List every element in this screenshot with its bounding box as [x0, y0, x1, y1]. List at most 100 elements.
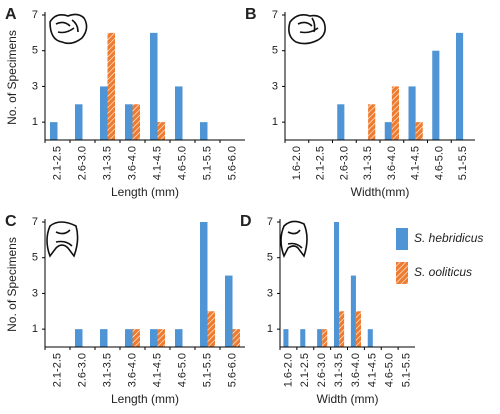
bar: [337, 104, 345, 140]
y-tick-label: 3: [32, 80, 38, 92]
bar: [415, 122, 423, 140]
x-tick-label: 4.1-4.5: [410, 146, 422, 180]
x-tick-label: 3.1-3.5: [362, 146, 374, 180]
bar: [200, 122, 208, 140]
bar: [100, 86, 108, 140]
bar: [367, 329, 373, 347]
panel-label: D: [240, 213, 252, 230]
bar: [283, 329, 289, 347]
x-tick-label: 1.6-2.0: [291, 146, 303, 180]
x-tick-label: 3.1-3.5: [101, 146, 113, 180]
bar: [339, 311, 345, 347]
bar: [75, 104, 83, 140]
y-tick-label: 7: [32, 216, 38, 228]
bar: [175, 329, 183, 347]
x-axis-title: Length (mm): [111, 185, 179, 199]
y-tick-label: 3: [267, 287, 273, 299]
x-tick-label: 2.1-2.5: [51, 353, 63, 387]
x-axis-title: Width(mm): [351, 185, 410, 199]
bar: [50, 122, 58, 140]
y-tick-label: 3: [272, 80, 278, 92]
bar: [334, 222, 340, 347]
x-tick-label: 2.1-2.5: [315, 146, 327, 180]
bar: [232, 329, 240, 347]
x-tick-label: 5.6-6.0: [226, 353, 238, 387]
tooth-icons: [46, 13, 326, 258]
x-tick-label: 3.6-4.0: [350, 353, 362, 387]
bar: [150, 32, 158, 140]
x-tick-label: 3.6-4.0: [126, 353, 138, 387]
panel-label: C: [5, 213, 17, 230]
y-tick-label: 1: [32, 116, 38, 128]
bar: [125, 329, 133, 347]
bar: [75, 329, 83, 347]
bar: [157, 329, 165, 347]
bar: [132, 329, 140, 347]
y-tick-label: 7: [32, 9, 38, 21]
legend-label: S. hebridicus: [414, 231, 483, 245]
x-tick-label: 5.1-5.5: [400, 353, 412, 387]
x-tick-label: 4.6-5.0: [176, 353, 188, 387]
x-tick-label: 3.1-3.5: [333, 353, 345, 387]
y-tick-label: 5: [32, 45, 38, 57]
x-tick-label: 4.1-4.5: [151, 353, 163, 387]
x-tick-label: 2.1-2.5: [299, 353, 311, 387]
x-tick-label: 4.6-5.0: [176, 146, 188, 180]
y-tick-label: 1: [267, 323, 273, 335]
bar: [125, 104, 133, 140]
x-tick-label: 4.6-5.0: [384, 353, 396, 387]
bar: [355, 311, 361, 347]
y-tick-label: 5: [32, 252, 38, 264]
x-tick-label: 2.6-3.0: [338, 146, 350, 180]
x-tick-label: 2.6-3.0: [76, 353, 88, 387]
y-tick-label: 7: [272, 9, 278, 21]
legend-swatch: [396, 228, 408, 250]
bar: [317, 329, 323, 347]
y-axis-title: No. of Specimens: [5, 237, 19, 332]
bar: [322, 329, 328, 347]
bar: [200, 222, 208, 347]
x-tick-label: 5.6-6.0: [226, 146, 238, 180]
bar: [132, 104, 140, 140]
panel-label: B: [245, 6, 257, 23]
y-tick-label: 5: [267, 252, 273, 264]
x-tick-label: 3.6-4.0: [386, 146, 398, 180]
bar: [175, 86, 183, 140]
x-tick-label: 5.1-5.5: [201, 146, 213, 180]
legend-swatch: [396, 262, 408, 284]
x-tick-label: 3.1-3.5: [101, 353, 113, 387]
bar: [107, 32, 115, 140]
bar: [368, 104, 376, 140]
bar: [157, 122, 165, 140]
bar: [300, 329, 306, 347]
y-tick-label: 7: [267, 216, 273, 228]
x-tick-label: 4.6-5.0: [433, 146, 445, 180]
x-tick-label: 3.6-4.0: [126, 146, 138, 180]
x-tick-label: 1.6-2.0: [282, 353, 294, 387]
bar: [391, 86, 399, 140]
bar: [207, 311, 215, 347]
bar: [408, 86, 416, 140]
bar: [150, 329, 158, 347]
x-tick-label: 5.1-5.5: [457, 146, 469, 180]
bar: [100, 329, 108, 347]
y-axis-title: No. of Specimens: [5, 30, 19, 125]
x-tick-label: 4.1-4.5: [151, 146, 163, 180]
bar: [456, 32, 464, 140]
panel-label: A: [5, 6, 17, 23]
x-axis-title: Length (mm): [111, 392, 179, 406]
x-tick-label: 2.6-3.0: [316, 353, 328, 387]
y-tick-label: 5: [272, 45, 278, 57]
bar: [350, 275, 356, 347]
x-tick-label: 2.6-3.0: [76, 146, 88, 180]
y-tick-label: 1: [32, 323, 38, 335]
legend-label: S. ooliticus: [414, 265, 472, 279]
bar: [384, 122, 392, 140]
x-tick-label: 5.1-5.5: [201, 353, 213, 387]
y-tick-label: 1: [272, 116, 278, 128]
y-tick-label: 3: [32, 287, 38, 299]
bar: [225, 275, 233, 347]
bar: [432, 50, 440, 140]
x-tick-label: 4.1-4.5: [367, 353, 379, 387]
